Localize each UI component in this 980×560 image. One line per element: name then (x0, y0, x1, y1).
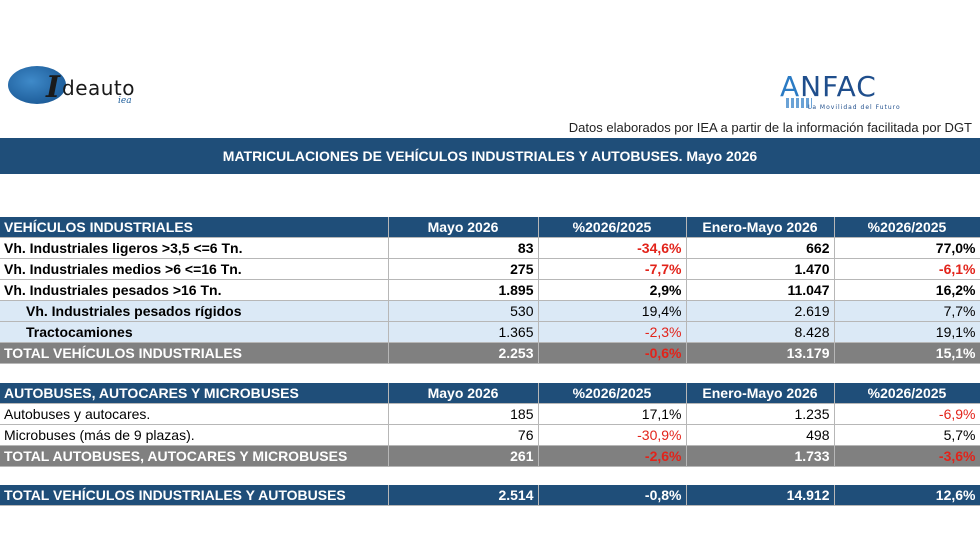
column-header: VEHÍCULOS INDUSTRIALES (0, 217, 389, 238)
row-label: Autobuses y autocares. (0, 403, 389, 425)
cell-month: 530 (388, 300, 539, 322)
cell-pct-month: -7,7% (538, 258, 687, 280)
cell-pct-ytd: 77,0% (834, 237, 980, 259)
cell-pct-month: -0,6% (538, 342, 687, 364)
total-row: TOTAL VEHÍCULOS INDUSTRIALES 2.253 -0,6%… (0, 342, 980, 364)
anfac-logo-name: ANFAC (780, 70, 877, 103)
column-header: Enero-Mayo 2026 (686, 217, 835, 238)
grand-total-table: TOTAL VEHÍCULOS INDUSTRIALES Y AUTOBUSES… (0, 485, 980, 506)
cell-ytd: 1.235 (686, 403, 835, 425)
cell-pct-month: -2,6% (538, 445, 687, 467)
table-row: Vh. Industriales pesados >16 Tn. 1.895 2… (0, 279, 980, 301)
source-note: Datos elaborados por IEA a partir de la … (568, 120, 972, 135)
column-header: %2026/2025 (834, 383, 980, 404)
table-header-row: VEHÍCULOS INDUSTRIALES Mayo 2026 %2026/2… (0, 217, 980, 238)
table-row: Vh. Industriales pesados rígidos 530 19,… (0, 300, 980, 322)
column-header: AUTOBUSES, AUTOCARES Y MICROBUSES (0, 383, 389, 404)
total-row: TOTAL AUTOBUSES, AUTOCARES Y MICROBUSES … (0, 445, 980, 467)
column-header: %2026/2025 (834, 217, 980, 238)
cell-ytd: 14.912 (686, 485, 835, 506)
cell-ytd: 8.428 (686, 321, 835, 343)
column-header: %2026/2025 (538, 217, 687, 238)
cell-ytd: 662 (686, 237, 835, 259)
cell-pct-month: 2,9% (538, 279, 687, 301)
cell-month: 275 (388, 258, 539, 280)
row-label: TOTAL VEHÍCULOS INDUSTRIALES Y AUTOBUSES (0, 485, 389, 506)
cell-pct-month: -0,8% (538, 485, 687, 506)
cell-pct-ytd: 16,2% (834, 279, 980, 301)
cell-pct-ytd: 7,7% (834, 300, 980, 322)
row-label: Vh. Industriales pesados rígidos (0, 300, 389, 322)
cell-pct-ytd: 19,1% (834, 321, 980, 343)
table-row: Autobuses y autocares. 185 17,1% 1.235 -… (0, 403, 980, 425)
table-row: Vh. Industriales medios >6 <=16 Tn. 275 … (0, 258, 980, 280)
table-row: Vh. Industriales ligeros >3,5 <=6 Tn. 83… (0, 237, 980, 259)
cell-pct-month: -30,9% (538, 424, 687, 446)
row-label: TOTAL AUTOBUSES, AUTOCARES Y MICROBUSES (0, 445, 389, 467)
cell-month: 76 (388, 424, 539, 446)
cell-month: 185 (388, 403, 539, 425)
column-header: Mayo 2026 (388, 217, 539, 238)
ideauto-logo: I deauto iea (8, 62, 158, 112)
table-row: Tractocamiones 1.365 -2,3% 8.428 19,1% (0, 321, 980, 343)
table-header-row: AUTOBUSES, AUTOCARES Y MICROBUSES Mayo 2… (0, 383, 980, 404)
ideauto-logo-mark: I (46, 70, 61, 105)
cell-ytd: 498 (686, 424, 835, 446)
row-label: Microbuses (más de 9 plazas). (0, 424, 389, 446)
cell-month: 2.253 (388, 342, 539, 364)
cell-month: 1.895 (388, 279, 539, 301)
grand-total-row: TOTAL VEHÍCULOS INDUSTRIALES Y AUTOBUSES… (0, 485, 980, 506)
cell-pct-ytd: -3,6% (834, 445, 980, 467)
ideauto-logo-text: deauto (62, 76, 136, 100)
cell-ytd: 13.179 (686, 342, 835, 364)
cell-pct-ytd: 12,6% (834, 485, 980, 506)
cell-pct-month: -2,3% (538, 321, 687, 343)
anfac-dots-icon (786, 98, 812, 108)
cell-month: 1.365 (388, 321, 539, 343)
ideauto-logo-sub: iea (118, 96, 132, 106)
cell-ytd: 2.619 (686, 300, 835, 322)
cell-month: 83 (388, 237, 539, 259)
cell-pct-ytd: -6,9% (834, 403, 980, 425)
buses-table: AUTOBUSES, AUTOCARES Y MICROBUSES Mayo 2… (0, 383, 980, 467)
row-label: TOTAL VEHÍCULOS INDUSTRIALES (0, 342, 389, 364)
cell-pct-month: 19,4% (538, 300, 687, 322)
cell-ytd: 1.733 (686, 445, 835, 467)
cell-pct-ytd: -6,1% (834, 258, 980, 280)
ideauto-swoosh-icon (8, 66, 66, 104)
cell-month: 2.514 (388, 485, 539, 506)
cell-pct-ytd: 15,1% (834, 342, 980, 364)
row-label: Vh. Industriales ligeros >3,5 <=6 Tn. (0, 237, 389, 259)
cell-pct-month: -34,6% (538, 237, 687, 259)
column-header: Enero-Mayo 2026 (686, 383, 835, 404)
row-label: Tractocamiones (0, 321, 389, 343)
cell-pct-month: 17,1% (538, 403, 687, 425)
cell-month: 261 (388, 445, 539, 467)
banner-title: MATRICULACIONES DE VEHÍCULOS INDUSTRIALE… (0, 138, 980, 174)
cell-ytd: 1.470 (686, 258, 835, 280)
table-row: Microbuses (más de 9 plazas). 76 -30,9% … (0, 424, 980, 446)
cell-pct-ytd: 5,7% (834, 424, 980, 446)
industrial-vehicles-table: VEHÍCULOS INDUSTRIALES Mayo 2026 %2026/2… (0, 217, 980, 364)
row-label: Vh. Industriales medios >6 <=16 Tn. (0, 258, 389, 280)
column-header: Mayo 2026 (388, 383, 539, 404)
row-label: Vh. Industriales pesados >16 Tn. (0, 279, 389, 301)
column-header: %2026/2025 (538, 383, 687, 404)
anfac-logo-tagline: La Movilidad del Futuro (808, 104, 901, 111)
cell-ytd: 11.047 (686, 279, 835, 301)
anfac-logo: ANFAC La Movilidad del Futuro (780, 70, 940, 114)
